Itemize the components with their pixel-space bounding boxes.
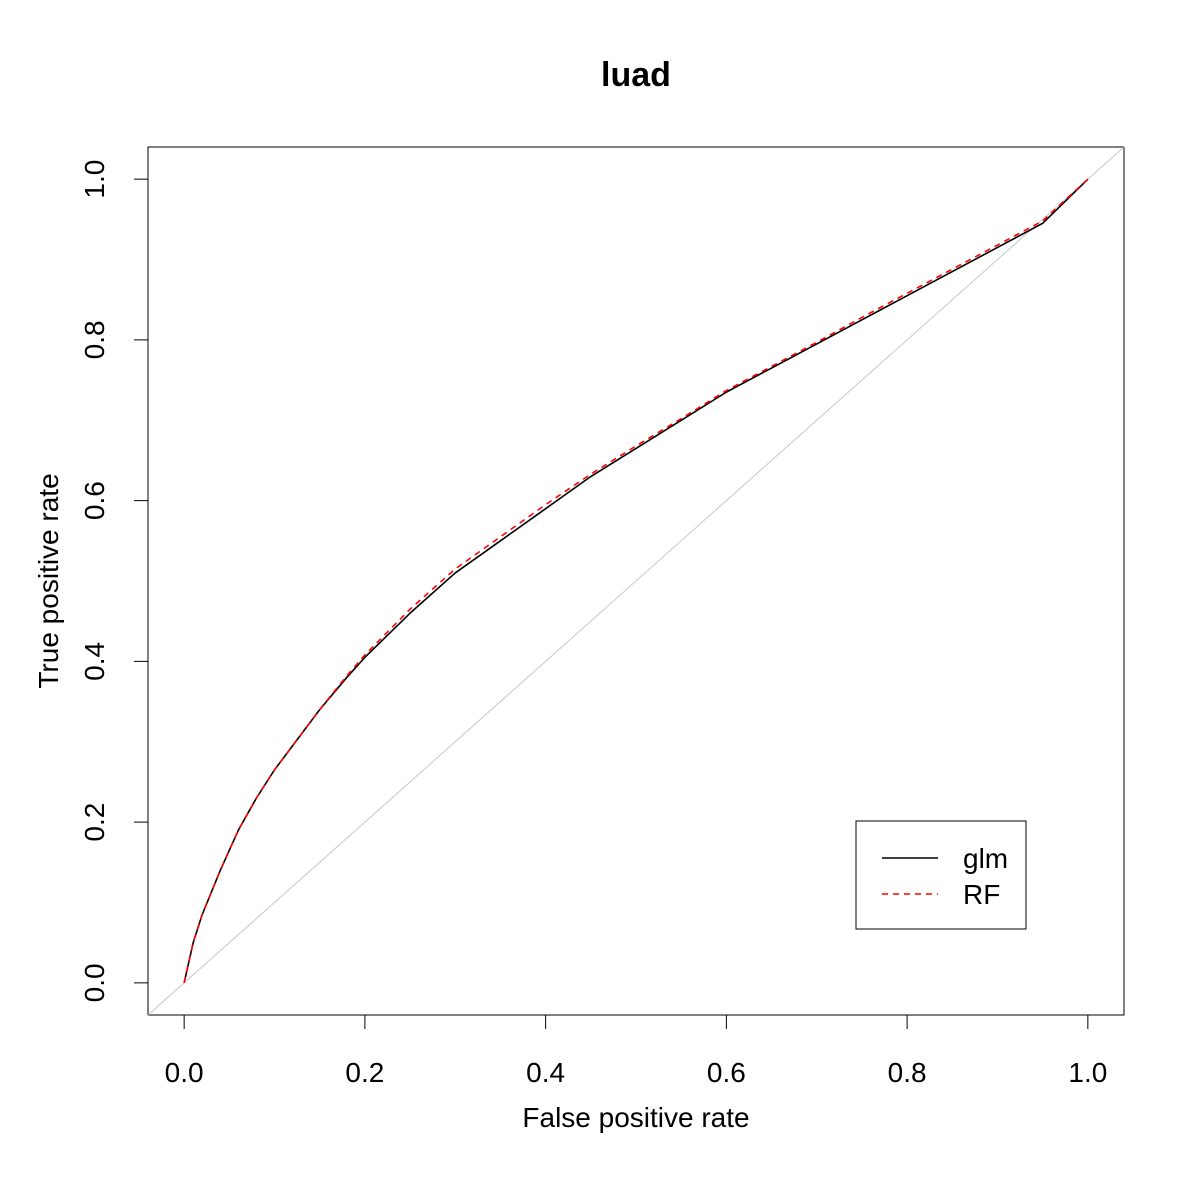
x-tick-label: 0.4 xyxy=(526,1057,565,1088)
x-tick-label: 1.0 xyxy=(1068,1057,1107,1088)
reference-diagonal xyxy=(147,146,1125,1016)
y-tick-label: 0.4 xyxy=(79,642,110,681)
x-tick-label: 0.6 xyxy=(707,1057,746,1088)
x-axis-label: False positive rate xyxy=(522,1102,749,1133)
legend: glm RF xyxy=(855,820,1027,930)
x-tick-label: 0.2 xyxy=(345,1057,384,1088)
series-layer xyxy=(183,178,1089,984)
x-tick-label: 0.8 xyxy=(888,1057,927,1088)
legend-box xyxy=(855,820,1027,930)
legend-label-rf: RF xyxy=(963,879,1000,910)
y-tick-label: 0.8 xyxy=(79,320,110,359)
series-line-glm xyxy=(183,178,1089,984)
series-line-rf xyxy=(183,178,1089,984)
y-axis-label: True positive rate xyxy=(33,473,64,688)
chart-title: luad xyxy=(601,56,671,94)
x-axis: 0.0 0.2 0.4 0.6 0.8 1.0 xyxy=(165,1014,1107,1088)
y-tick-label: 1.0 xyxy=(79,160,110,199)
legend-label-glm: glm xyxy=(963,843,1008,874)
y-tick-label: 0.0 xyxy=(79,963,110,1002)
reference-diagonal-layer xyxy=(147,146,1125,1016)
y-tick-label: 0.2 xyxy=(79,803,110,842)
y-tick-label: 0.6 xyxy=(79,481,110,520)
x-tick-label: 0.0 xyxy=(165,1057,204,1088)
y-axis: 0.0 0.2 0.4 0.6 0.8 1.0 xyxy=(79,160,149,1002)
